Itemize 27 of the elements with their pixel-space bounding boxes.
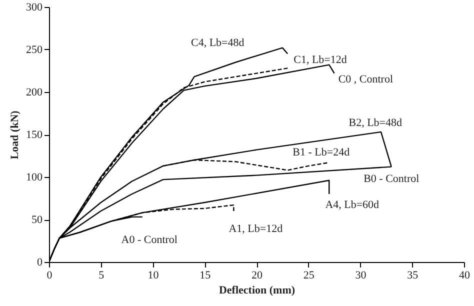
- y-axis-title: Load (kN): [9, 110, 21, 160]
- y-tick-label: 200: [26, 86, 43, 98]
- y-tick-label: 300: [26, 2, 43, 14]
- series-label: C1, Lb=12d: [294, 54, 348, 66]
- series-label: A0 - Control: [121, 234, 178, 246]
- x-tick-label: 25: [303, 270, 315, 282]
- series-label: B1 - Lb=24d: [292, 146, 350, 159]
- y-tick-label: 0: [37, 256, 43, 268]
- series-label: A4, Lb=60d: [325, 199, 380, 211]
- series-label: C0 , Control: [338, 73, 394, 86]
- x-tick-label: 30: [355, 270, 367, 282]
- y-tick-label: 50: [32, 214, 43, 226]
- x-tick-label: 35: [407, 270, 419, 282]
- x-tick-label: 0: [46, 270, 53, 282]
- y-tick-label: 100: [26, 172, 43, 184]
- y-tick-label: 250: [26, 44, 43, 56]
- series-label: C4, Lb=48d: [190, 36, 245, 49]
- x-axis-title: Deflection (mm): [218, 284, 296, 296]
- series-label: B0 - Control: [364, 172, 420, 185]
- series-label: A1, Lb=12d: [228, 223, 284, 235]
- x-tick-label: 15: [200, 270, 212, 282]
- series-label: B2, Lb=48d: [348, 116, 402, 129]
- x-tick-label: 5: [98, 270, 105, 282]
- y-tick-label: 150: [26, 129, 43, 141]
- x-tick-label: 20: [252, 270, 263, 282]
- x-tick-label: 40: [459, 270, 470, 282]
- x-tick-label: 10: [148, 270, 160, 282]
